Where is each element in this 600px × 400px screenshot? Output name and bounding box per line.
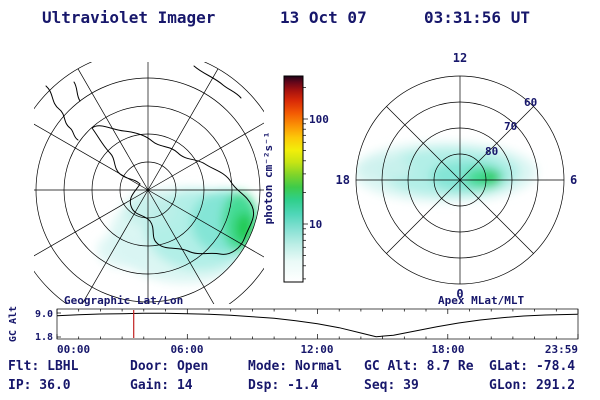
status-gain: Gain: 14 <box>130 378 193 393</box>
graticule-spoke <box>34 123 149 191</box>
graticule-spoke <box>147 122 264 191</box>
graticule-spoke <box>459 179 534 254</box>
altitude-curve <box>56 312 578 338</box>
xtick-0000: 00:00 <box>57 343 90 356</box>
geographic-aurora-emission <box>97 187 260 283</box>
apex-panel-caption: Apex MLat/MLT <box>438 294 524 307</box>
status-glat: GLat: -78.4 <box>489 359 576 374</box>
status-gcalt: GC Alt: 8.7 Re <box>364 359 474 374</box>
apex-axis-labels: 12 18 6 0 60 70 80 <box>336 51 578 301</box>
island-coastline <box>73 81 81 102</box>
xtick-1800: 18:00 <box>431 343 464 356</box>
xtick-1200: 12:00 <box>300 343 333 356</box>
status-ip: IP: 36.0 <box>8 378 71 393</box>
colorbar-tick-100: 100 <box>309 113 329 126</box>
graticule-spoke <box>147 189 264 258</box>
aurora-blob <box>124 192 176 228</box>
timeline-ticks <box>56 309 579 339</box>
colorbar: 100 10 photon cm⁻²s⁻¹ <box>262 75 329 283</box>
graticule-spoke <box>77 68 149 191</box>
header-time-ut: 03:31:56 UT <box>424 8 530 27</box>
status-flt: Flt: LBHL <box>8 359 79 374</box>
status-glon: GLon: 291.2 <box>489 378 576 393</box>
ytick-1-8: 1.8 <box>35 332 53 343</box>
coastlines <box>45 65 255 255</box>
aurora-blob <box>359 156 411 180</box>
mlt-12-label: 12 <box>453 51 467 65</box>
status-dsp: Dsp: -1.4 <box>248 378 319 393</box>
colorbar-ticks <box>303 87 308 280</box>
antarctica-coastline <box>91 125 255 255</box>
mlt-6-label: 6 <box>570 173 577 187</box>
graticule-spoke <box>386 179 461 254</box>
xtick-2359: 23:59 <box>545 343 578 356</box>
geographic-panel-caption: Geographic Lat/Lon <box>64 294 183 307</box>
status-door: Door: Open <box>130 359 209 374</box>
mlat-80-label: 80 <box>485 145 498 158</box>
graticule-spoke <box>459 106 534 181</box>
altitude-timeline: GC Alt 9.0 1.8 00:00 06:00 12:00 18:00 2… <box>8 306 579 356</box>
south-america-coastline <box>45 85 79 141</box>
mlat-70-label: 70 <box>504 120 517 133</box>
aurora-blob <box>484 171 500 183</box>
colorbar-units-label: photon cm⁻²s⁻¹ <box>262 132 275 225</box>
mlt-0-label: 0 <box>456 287 463 301</box>
apex-graticule <box>355 75 565 285</box>
aurora-blob <box>235 213 253 243</box>
mlat-60-label: 60 <box>524 96 537 109</box>
graticule-spoke <box>81 189 149 304</box>
colorbar-tick-10: 10 <box>309 218 322 231</box>
status-mode: Mode: Normal <box>248 359 342 374</box>
header-date: 13 Oct 07 <box>280 8 367 27</box>
aurora-blob <box>97 232 153 268</box>
mlt-18-label: 18 <box>336 173 350 187</box>
coastline-segment <box>193 65 242 99</box>
status-seq: Seq: 39 <box>364 378 419 393</box>
graticule-spoke <box>147 189 215 304</box>
graticule-spoke <box>34 189 149 257</box>
apex-aurora-emission <box>356 142 537 202</box>
app-title: Ultraviolet Imager <box>42 8 216 27</box>
timeline-y-axis-label: GC Alt <box>8 306 19 342</box>
ytick-9: 9.0 <box>35 309 53 320</box>
colorbar-bar <box>283 75 304 283</box>
graticule-spoke <box>386 106 461 181</box>
xtick-0600: 06:00 <box>170 343 203 356</box>
graticule-spoke <box>147 68 219 191</box>
